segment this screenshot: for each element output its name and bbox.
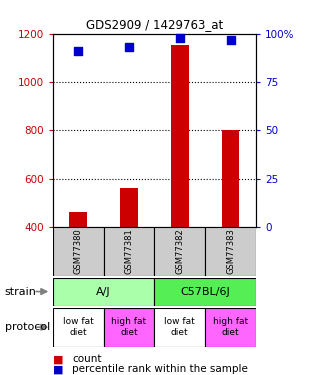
Text: GSM77381: GSM77381 [124, 228, 133, 274]
Bar [53, 278, 155, 306]
Bar [120, 188, 138, 227]
Bar [69, 212, 87, 227]
Text: ■: ■ [53, 364, 63, 374]
Bar [154, 308, 205, 347]
Bar [104, 308, 154, 347]
Text: protocol: protocol [5, 322, 50, 332]
Text: high fat
diet: high fat diet [213, 318, 248, 337]
Bar [205, 308, 256, 347]
Text: GSM77382: GSM77382 [175, 228, 184, 274]
Text: low fat
diet: low fat diet [63, 318, 93, 337]
Bar [222, 130, 239, 227]
Text: high fat
diet: high fat diet [111, 318, 147, 337]
Bar [171, 45, 189, 227]
Bar [205, 227, 256, 276]
Bar [154, 227, 205, 276]
Text: strain: strain [5, 286, 37, 297]
Point [126, 44, 132, 50]
Text: GSM77380: GSM77380 [74, 228, 83, 274]
Bar [53, 308, 104, 347]
Bar [154, 278, 256, 306]
Point [228, 36, 233, 42]
Text: A/J: A/J [96, 286, 111, 297]
Bar [104, 227, 154, 276]
Title: GDS2909 / 1429763_at: GDS2909 / 1429763_at [86, 18, 223, 31]
Text: ■: ■ [53, 354, 63, 364]
Text: C57BL/6J: C57BL/6J [180, 286, 230, 297]
Text: count: count [72, 354, 101, 364]
Bar [53, 227, 104, 276]
Text: GSM77383: GSM77383 [226, 228, 235, 274]
Text: low fat
diet: low fat diet [164, 318, 195, 337]
Point [177, 34, 182, 40]
Point [76, 48, 81, 54]
Text: percentile rank within the sample: percentile rank within the sample [72, 364, 248, 374]
